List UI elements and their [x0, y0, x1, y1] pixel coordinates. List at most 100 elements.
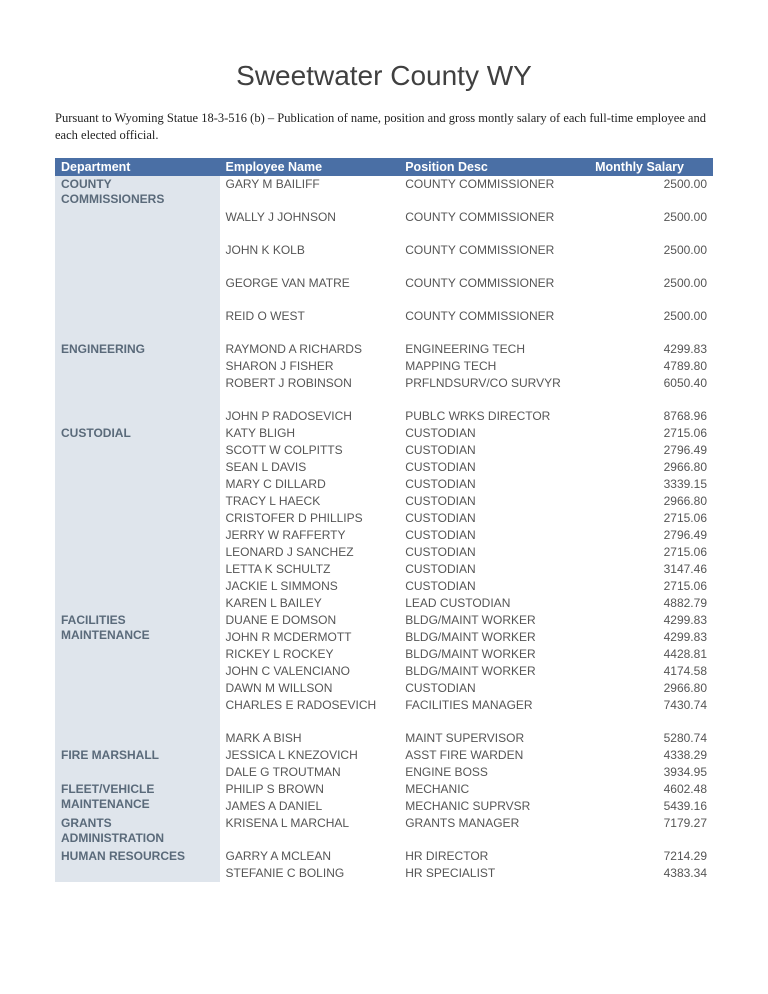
col-department: Department [55, 158, 220, 176]
employee-name-cell: DAWN M WILLSON [220, 680, 400, 697]
position-cell: PUBLC WRKS DIRECTOR [399, 408, 589, 425]
salary-cell: 3147.46 [589, 561, 713, 578]
position-cell: MAPPING TECH [399, 358, 589, 375]
col-position: Position Desc [399, 158, 589, 176]
employee-name-cell: KATY BLIGH [220, 425, 400, 442]
position-cell: HR DIRECTOR [399, 848, 589, 865]
position-cell: BLDG/MAINT WORKER [399, 612, 589, 629]
department-cell [55, 408, 220, 425]
salary-cell: 2500.00 [589, 209, 713, 226]
employee-name-cell: WALLY J JOHNSON [220, 209, 400, 226]
employee-name-cell: LEONARD J SANCHEZ [220, 544, 400, 561]
position-cell: CUSTODIAN [399, 493, 589, 510]
table-row: HUMAN RESOURCESGARRY A MCLEANHR DIRECTOR… [55, 848, 713, 865]
employee-name-cell: TRACY L HAECK [220, 493, 400, 510]
employee-name-cell: JOHN K KOLB [220, 242, 400, 259]
position-cell: CUSTODIAN [399, 578, 589, 595]
employee-name-cell: RICKEY L ROCKEY [220, 646, 400, 663]
intro-text: Pursuant to Wyoming Statue 18-3-516 (b) … [55, 110, 713, 144]
salary-cell: 2715.06 [589, 544, 713, 561]
employee-name-cell: DUANE E DOMSON [220, 612, 400, 629]
position-cell: CUSTODIAN [399, 680, 589, 697]
salary-cell: 4789.80 [589, 358, 713, 375]
salary-cell: 4338.29 [589, 747, 713, 764]
salary-cell: 7430.74 [589, 697, 713, 714]
position-cell: BLDG/MAINT WORKER [399, 663, 589, 680]
employee-name-cell: JESSICA L KNEZOVICH [220, 747, 400, 764]
employee-name-cell: MARK A BISH [220, 730, 400, 747]
position-cell: CUSTODIAN [399, 561, 589, 578]
salary-cell: 2966.80 [589, 493, 713, 510]
salary-cell: 8768.96 [589, 408, 713, 425]
employee-name-cell: ROBERT J ROBINSON [220, 375, 400, 392]
department-cell: HUMAN RESOURCES [55, 848, 220, 882]
position-cell: COUNTY COMMISSIONER [399, 176, 589, 193]
department-cell: FLEET/VEHICLE MAINTENANCE [55, 781, 220, 815]
position-cell: BLDG/MAINT WORKER [399, 629, 589, 646]
salary-cell: 2500.00 [589, 242, 713, 259]
position-cell: HR SPECIALIST [399, 865, 589, 882]
department-cell: ENGINEERING [55, 341, 220, 408]
position-cell: FACILITIES MANAGER [399, 697, 589, 714]
page-title: Sweetwater County WY [55, 60, 713, 92]
position-cell: BLDG/MAINT WORKER [399, 646, 589, 663]
employee-name-cell: CHARLES E RADOSEVICH [220, 697, 400, 714]
position-cell: COUNTY COMMISSIONER [399, 308, 589, 325]
salary-cell: 2715.06 [589, 578, 713, 595]
table-row: FACILITIES MAINTENANCEDUANE E DOMSONBLDG… [55, 612, 713, 629]
employee-name-cell: JAMES A DANIEL [220, 798, 400, 815]
employee-name-cell: GARRY A MCLEAN [220, 848, 400, 865]
employee-name-cell: REID O WEST [220, 308, 400, 325]
employee-name-cell: SCOTT W COLPITTS [220, 442, 400, 459]
salary-cell: 3934.95 [589, 764, 713, 781]
table-row: CUSTODIALKATY BLIGHCUSTODIAN2715.06 [55, 425, 713, 442]
salary-cell: 3339.15 [589, 476, 713, 493]
employee-name-cell: RAYMOND A RICHARDS [220, 341, 400, 358]
table-row: FLEET/VEHICLE MAINTENANCEPHILIP S BROWNM… [55, 781, 713, 798]
position-cell: MECHANIC [399, 781, 589, 798]
salary-cell: 4299.83 [589, 341, 713, 358]
col-salary: Monthly Salary [589, 158, 713, 176]
position-cell: ENGINEERING TECH [399, 341, 589, 358]
salary-cell: 2796.49 [589, 442, 713, 459]
table-row: JOHN P RADOSEVICHPUBLC WRKS DIRECTOR8768… [55, 408, 713, 425]
table-row: COUNTY COMMISSIONERSGARY M BAILIFFCOUNTY… [55, 176, 713, 193]
department-cell: COUNTY COMMISSIONERS [55, 176, 220, 341]
table-row: ENGINEERINGRAYMOND A RICHARDSENGINEERING… [55, 341, 713, 358]
position-cell: CUSTODIAN [399, 476, 589, 493]
table-header-row: Department Employee Name Position Desc M… [55, 158, 713, 176]
salary-cell: 5280.74 [589, 730, 713, 747]
salary-cell: 5439.16 [589, 798, 713, 815]
salary-cell: 2715.06 [589, 425, 713, 442]
salary-cell: 4383.34 [589, 865, 713, 882]
position-cell: ASST FIRE WARDEN [399, 747, 589, 764]
employee-name-cell: MARY C DILLARD [220, 476, 400, 493]
position-cell: LEAD CUSTODIAN [399, 595, 589, 612]
salary-cell: 4174.58 [589, 663, 713, 680]
salary-cell: 2715.06 [589, 510, 713, 527]
position-cell: CUSTODIAN [399, 527, 589, 544]
employee-name-cell: STEFANIE C BOLING [220, 865, 400, 882]
table-row: GRANTS ADMINISTRATIONKRISENA L MARCHALGR… [55, 815, 713, 832]
position-cell: CUSTODIAN [399, 544, 589, 561]
salary-cell: 2500.00 [589, 275, 713, 292]
employee-name-cell: JERRY W RAFFERTY [220, 527, 400, 544]
employee-name-cell: SEAN L DAVIS [220, 459, 400, 476]
position-cell: COUNTY COMMISSIONER [399, 242, 589, 259]
employee-name-cell: JOHN C VALENCIANO [220, 663, 400, 680]
salary-cell: 4299.83 [589, 612, 713, 629]
salary-cell: 4428.81 [589, 646, 713, 663]
employee-name-cell: JACKIE L SIMMONS [220, 578, 400, 595]
salary-cell: 4602.48 [589, 781, 713, 798]
employee-name-cell: KRISENA L MARCHAL [220, 815, 400, 832]
position-cell: CUSTODIAN [399, 510, 589, 527]
employee-name-cell: LETTA K SCHULTZ [220, 561, 400, 578]
employee-name-cell: JOHN P RADOSEVICH [220, 408, 400, 425]
employee-name-cell: JOHN R MCDERMOTT [220, 629, 400, 646]
salary-cell: 2966.80 [589, 680, 713, 697]
employee-name-cell: GARY M BAILIFF [220, 176, 400, 193]
col-employee-name: Employee Name [220, 158, 400, 176]
department-cell: GRANTS ADMINISTRATION [55, 815, 220, 848]
salary-table: Department Employee Name Position Desc M… [55, 158, 713, 882]
position-cell: ENGINE BOSS [399, 764, 589, 781]
